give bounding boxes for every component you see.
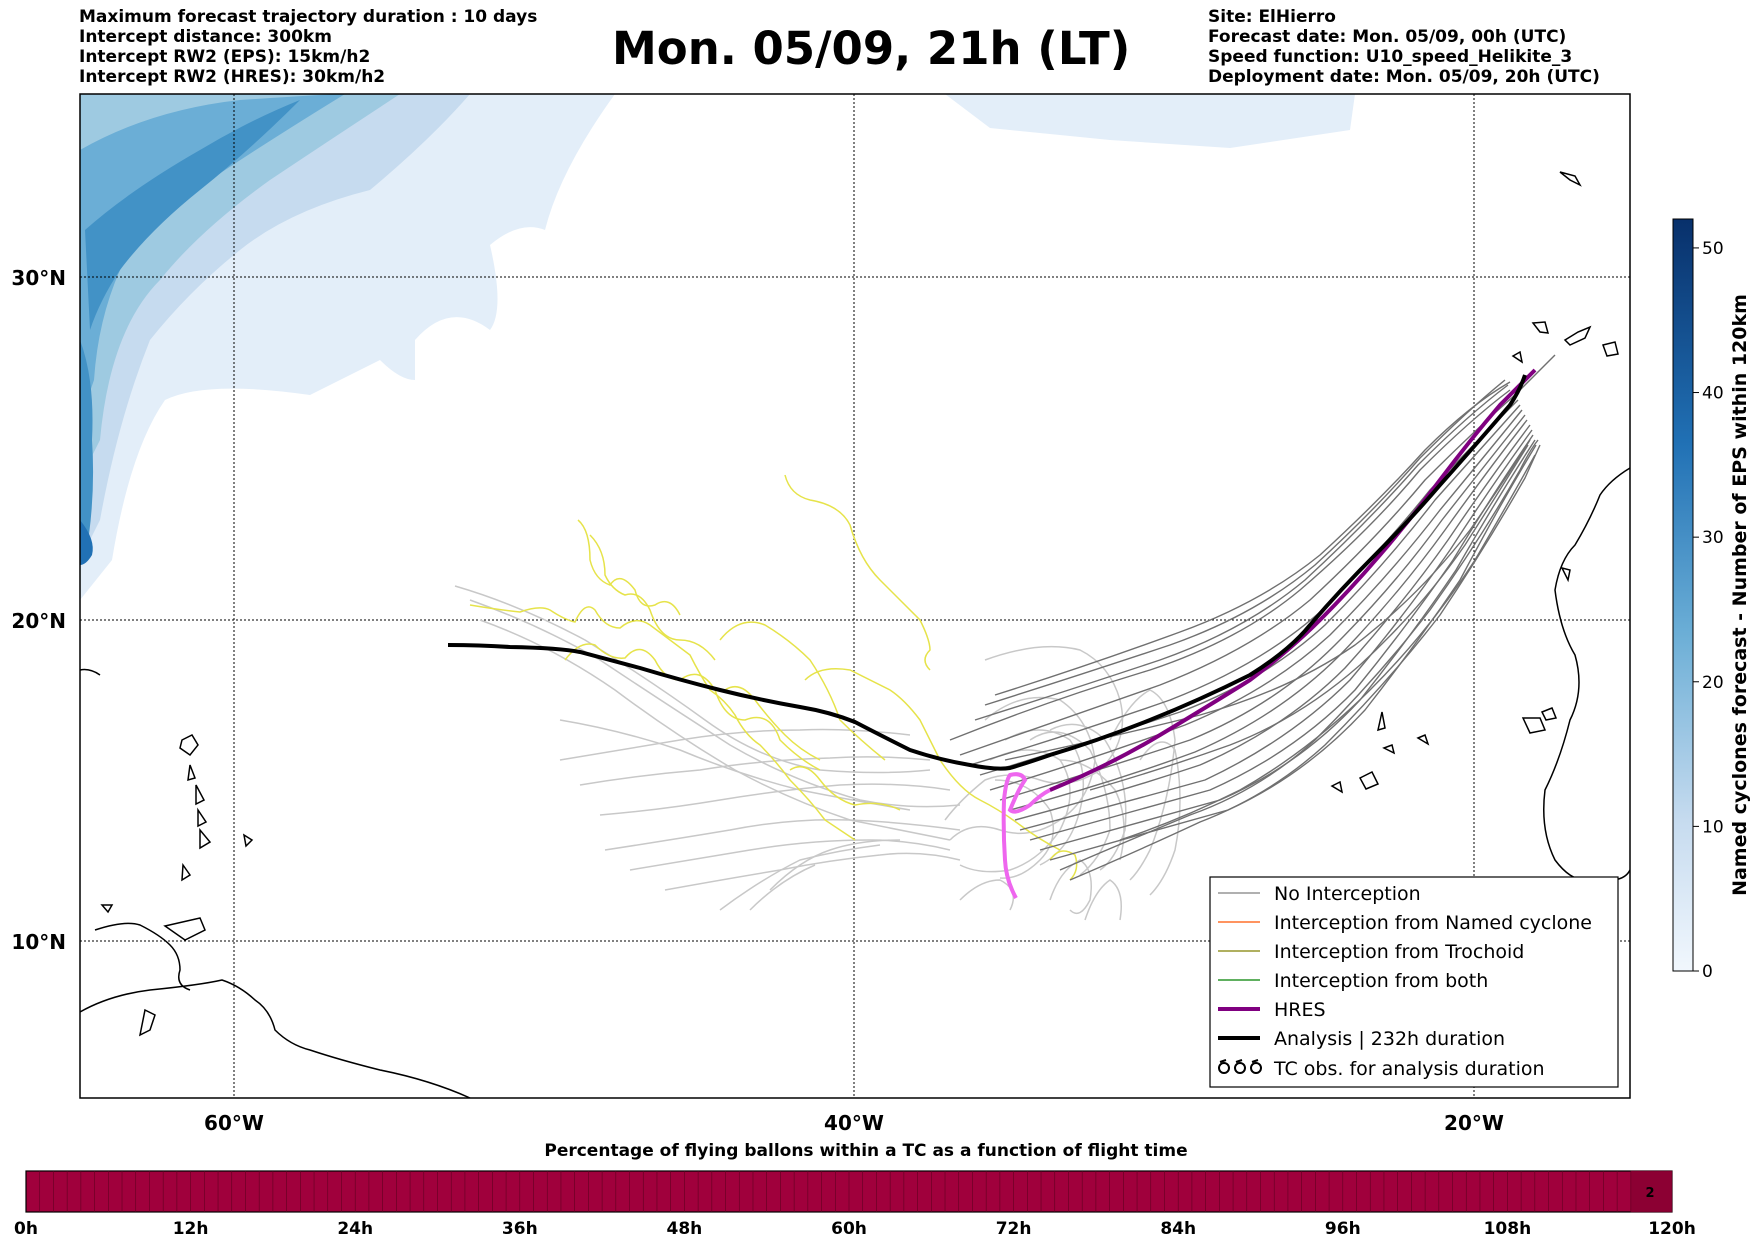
cyclone-density-shading (80, 94, 1355, 600)
header-right-info: Site: ElHierro Forecast date: Mon. 05/09… (1208, 7, 1600, 87)
site-text: Site: ElHierro (1208, 7, 1336, 27)
lat-label-10: 10°N (11, 930, 66, 954)
colorbar-ticks: 0 10 20 30 40 50 (1693, 239, 1724, 982)
colorbar-tick-label: 50 (1702, 239, 1724, 259)
axis-labels: 30°N 20°N 10°N 60°W 40°W 20°W (11, 266, 1504, 1135)
trochoid-trajectories (469, 474, 1078, 881)
flight-time-tick-label: 36h (502, 1219, 538, 1239)
forecast-date-text: Forecast date: Mon. 05/09, 00h (UTC) (1208, 27, 1567, 47)
eps-trajectories-light (454, 585, 1181, 921)
intercept-hres-text: Intercept RW2 (HRES): 30km/h2 (79, 67, 386, 87)
colorbar-tick-label: 20 (1702, 673, 1724, 693)
flight-time-tick-label: 60h (831, 1219, 867, 1239)
colorbar-tick-label: 10 (1702, 817, 1724, 837)
lat-label-30: 30°N (11, 266, 66, 290)
lon-label-20w: 20°W (1444, 1111, 1504, 1135)
map-frame (79, 93, 1631, 1099)
lon-label-40w: 40°W (824, 1111, 884, 1135)
flight-time-bar-cells (39, 1170, 1673, 1213)
coastlines (80, 171, 1630, 1098)
speed-function-text: Speed function: U10_speed_Helikite_3 (1208, 47, 1573, 67)
flight-time-ticks: 0h 12h 24h 36h 48h 60h 72h 84h 96h 108h 120h (14, 1219, 1696, 1239)
flight-time-tick-label: 24h (337, 1219, 373, 1239)
legend: No Interception Interception from Named … (1209, 876, 1619, 1088)
flight-time-tick-label: 120h (1648, 1219, 1696, 1239)
legend-label-no-interception: No Interception (1274, 883, 1421, 905)
flight-time-tick-label: 72h (996, 1219, 1032, 1239)
flight-time-tick-label: 108h (1484, 1219, 1532, 1239)
flight-time-tick-label: 0h (14, 1219, 38, 1239)
flight-time-bar-title: Percentage of flying ballons within a TC… (544, 1141, 1187, 1161)
legend-label-hres: HRES (1274, 999, 1326, 1021)
header-left-info: Maximum forecast trajectory duration : 1… (79, 7, 537, 87)
flight-time-bar-last-value: 2 (1645, 1186, 1654, 1201)
legend-label-both: Interception from both (1274, 970, 1488, 992)
intercept-distance-text: Intercept distance: 300km (79, 27, 332, 47)
lon-label-60w: 60°W (204, 1111, 264, 1135)
flight-time-tick-label: 84h (1160, 1219, 1196, 1239)
map-area (80, 94, 1630, 1098)
colorbar-label: Named cyclones forecast - Number of EPS … (1729, 294, 1751, 896)
lat-label-20: 20°N (11, 609, 66, 633)
flight-time-tick-label: 96h (1325, 1219, 1361, 1239)
intercept-eps-text: Intercept RW2 (EPS): 15km/h2 (79, 47, 371, 67)
flight-time-bar: Percentage of flying ballons within a TC… (14, 1141, 1696, 1239)
legend-label-tc-obs: TC obs. for analysis duration (1273, 1058, 1545, 1080)
bar-last-cell (1630, 1170, 1673, 1213)
colorbar-tick-label: 30 (1702, 528, 1724, 548)
legend-label-analysis: Analysis | 232h duration (1274, 1028, 1505, 1050)
analysis-trajectory (447, 374, 1527, 771)
deployment-date-text: Deployment date: Mon. 05/09, 20h (UTC) (1208, 67, 1600, 87)
colorbar: 0 10 20 30 40 50 Named cyclones forecast - Nu… (1672, 218, 1751, 982)
legend-label-trochoid: Interception from Trochoid (1274, 941, 1524, 963)
flight-time-tick-label: 48h (667, 1219, 703, 1239)
colorbar-tick-label: 40 (1702, 384, 1724, 404)
flight-time-tick-label: 12h (173, 1219, 209, 1239)
eps-trajectories-no-interception (949, 354, 1556, 881)
colorbar-tick-label: 0 (1702, 962, 1713, 982)
legend-label-named-cyclone: Interception from Named cyclone (1274, 912, 1592, 934)
page-title: Mon. 05/09, 21h (LT) (612, 22, 1131, 75)
tc-obs-symbol-icon (1218, 1059, 1262, 1074)
hres-trajectory (1001, 368, 1537, 899)
max-duration-text: Maximum forecast trajectory duration : 1… (79, 7, 538, 27)
